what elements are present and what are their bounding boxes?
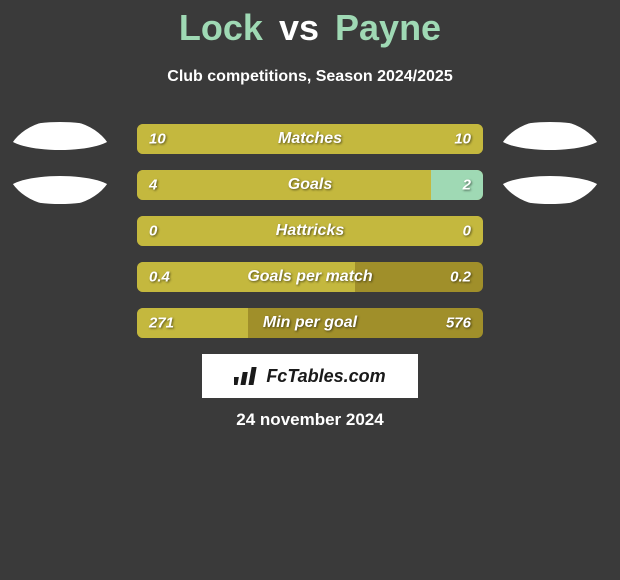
- metric-label: Min per goal: [263, 314, 357, 332]
- left-value: 10: [149, 131, 166, 148]
- bar-chart-icon: [234, 365, 260, 387]
- right-value: 2: [463, 177, 471, 194]
- right-value: 10: [454, 131, 471, 148]
- comparison-card: Lock vs Payne Club competitions, Season …: [0, 0, 620, 580]
- stat-row: 4 2 Goals: [137, 170, 483, 200]
- logo-text: FcTables.com: [266, 366, 385, 387]
- stat-row: 271 576 Min per goal: [137, 308, 483, 338]
- player1-avatar: [6, 120, 114, 206]
- right-value: 0: [463, 223, 471, 240]
- player2-name: Payne: [335, 7, 441, 48]
- left-value: 4: [149, 177, 157, 194]
- stat-row: 0 0 Hattricks: [137, 216, 483, 246]
- right-fill: [431, 170, 483, 200]
- fctables-logo: FcTables.com: [202, 354, 418, 398]
- metric-label: Goals per match: [247, 268, 372, 286]
- metric-label: Matches: [278, 130, 342, 148]
- right-value: 576: [446, 315, 471, 332]
- player2-avatar: [496, 120, 604, 206]
- metric-label: Goals: [288, 176, 332, 194]
- stat-row: 10 10 Matches: [137, 124, 483, 154]
- stat-row: 0.4 0.2 Goals per match: [137, 262, 483, 292]
- left-value: 271: [149, 315, 174, 332]
- left-value: 0.4: [149, 269, 170, 286]
- left-value: 0: [149, 223, 157, 240]
- stat-rows: 10 10 Matches 4 2 Goals 0 0 Hattricks 0.4 0.2 Goals…: [137, 124, 483, 338]
- metric-label: Hattricks: [276, 222, 344, 240]
- right-value: 0.2: [450, 269, 471, 286]
- date-label: 24 november 2024: [236, 410, 383, 430]
- page-title: Lock vs Payne: [0, 0, 620, 48]
- vs-label: vs: [279, 7, 319, 48]
- subtitle: Club competitions, Season 2024/2025: [0, 68, 620, 86]
- player1-name: Lock: [179, 7, 263, 48]
- left-fill: [137, 170, 431, 200]
